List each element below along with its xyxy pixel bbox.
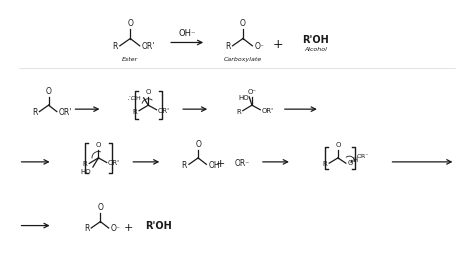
- Text: O⁻: O⁻: [247, 89, 256, 95]
- Text: OR': OR': [261, 108, 273, 114]
- Text: O: O: [128, 19, 133, 28]
- Text: HO: HO: [238, 95, 249, 101]
- Text: R: R: [133, 109, 137, 115]
- Text: OR': OR': [59, 108, 72, 117]
- Text: O: O: [240, 19, 246, 28]
- Text: R: R: [112, 42, 118, 51]
- Text: R: R: [182, 161, 187, 170]
- Text: OH⁻: OH⁻: [178, 28, 196, 37]
- Text: O: O: [335, 142, 341, 148]
- Text: OH: OH: [208, 161, 220, 170]
- Text: O⁻: O⁻: [255, 42, 264, 51]
- Text: R: R: [84, 224, 90, 234]
- Text: OR': OR': [157, 108, 169, 114]
- Text: Carboxylate: Carboxylate: [224, 57, 262, 62]
- Text: +: +: [124, 223, 133, 233]
- Text: O: O: [96, 142, 101, 148]
- Text: OR⁻: OR⁻: [356, 154, 369, 159]
- Text: +: +: [215, 159, 225, 169]
- Text: R: R: [225, 42, 230, 51]
- Text: R'OH: R'OH: [302, 35, 329, 45]
- Text: Alcohol: Alcohol: [304, 47, 327, 52]
- Text: O: O: [347, 160, 353, 166]
- Text: O: O: [146, 89, 151, 95]
- Text: R: R: [32, 108, 37, 117]
- Text: R: R: [323, 161, 328, 167]
- Text: Ester: Ester: [122, 57, 138, 62]
- Text: H: H: [352, 157, 357, 163]
- Text: OR': OR': [108, 160, 119, 166]
- Text: O: O: [195, 140, 201, 149]
- Text: ∴OH: ∴OH: [128, 96, 142, 101]
- Text: OR': OR': [142, 42, 155, 51]
- Text: R'OH: R'OH: [145, 221, 172, 230]
- Text: O: O: [46, 87, 52, 96]
- Text: OR⁻: OR⁻: [235, 159, 250, 169]
- Text: R: R: [236, 109, 241, 115]
- Text: R: R: [82, 161, 87, 167]
- Text: O⁻: O⁻: [110, 224, 120, 234]
- Text: HO: HO: [81, 169, 91, 175]
- Text: O: O: [98, 203, 103, 212]
- Text: +: +: [273, 38, 283, 51]
